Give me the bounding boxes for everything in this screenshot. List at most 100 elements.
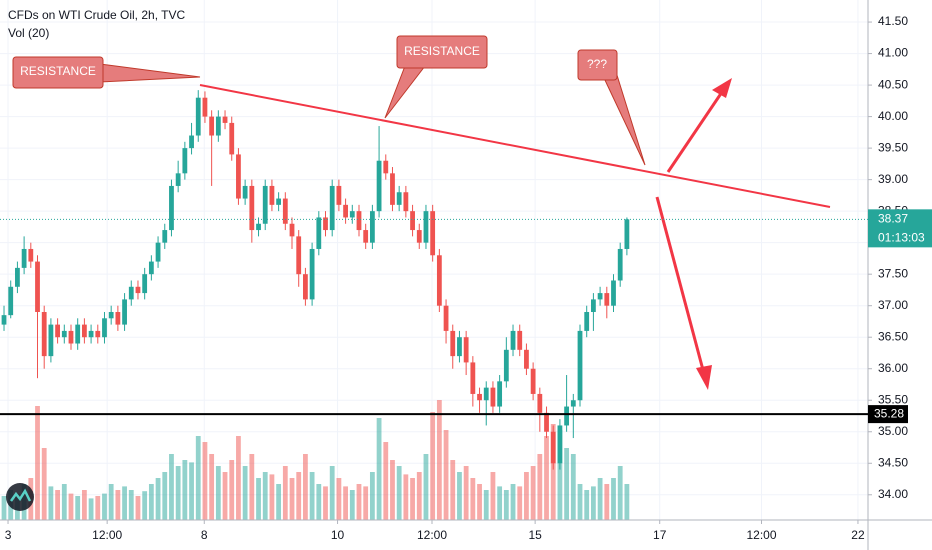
trend-line	[199, 84, 831, 208]
volume-bar	[35, 406, 40, 520]
volume-bar	[383, 442, 389, 520]
candle-body	[570, 400, 576, 407]
volume-bar	[544, 436, 549, 520]
candle-body	[48, 324, 54, 357]
candle-body	[597, 293, 603, 300]
volume-bar	[497, 486, 503, 520]
candle-body	[128, 286, 134, 300]
candle-body	[510, 330, 516, 350]
volume-bar	[169, 454, 174, 520]
annotation: ???	[587, 57, 607, 71]
y-tick-label: 40.00	[878, 109, 908, 123]
volume-bar	[303, 454, 308, 520]
last-price-label: 38.37	[878, 212, 908, 226]
candle-body	[430, 211, 436, 256]
volume-bar	[530, 466, 536, 520]
volume-bar	[229, 460, 235, 520]
candle-body	[343, 204, 348, 218]
volume-bar	[115, 490, 121, 520]
candle-body	[483, 387, 489, 401]
x-tick-label: 12:00	[746, 528, 776, 542]
y-tick-label: 34.50	[878, 455, 908, 469]
candle-body	[28, 248, 34, 262]
candle-body	[624, 219, 630, 249]
volume-bar	[517, 486, 523, 520]
volume-bar	[55, 490, 60, 520]
volume-bar	[289, 478, 295, 520]
callout: RESISTANCE	[12, 56, 201, 89]
volume-bar	[550, 424, 556, 520]
volume-bar	[242, 466, 248, 520]
x-tick-label: 12:00	[417, 528, 447, 542]
volume-bar	[249, 454, 255, 520]
candle-body	[155, 242, 161, 262]
candle-body	[617, 248, 623, 281]
volume-bar	[122, 486, 127, 520]
y-tick-label: 41.00	[878, 46, 908, 60]
volume-bar	[276, 484, 282, 520]
volume-bar	[102, 493, 107, 520]
last-price-tag	[868, 209, 932, 248]
candle-body	[215, 116, 221, 136]
volume-bar	[423, 454, 429, 520]
volume-bar	[309, 472, 315, 520]
candle-body	[122, 299, 127, 325]
candle-body	[457, 337, 462, 357]
volume-legend: Vol (20)	[8, 26, 49, 40]
candle-body	[108, 312, 114, 319]
candle-body	[517, 330, 523, 350]
volume-bar	[236, 436, 241, 520]
candle-body	[256, 223, 261, 231]
candle-body	[410, 211, 415, 231]
volume-bar	[403, 474, 409, 520]
volume-bar	[611, 478, 616, 520]
y-tick-label: 40.50	[878, 77, 908, 91]
candle-body	[390, 173, 395, 205]
volume-bar	[450, 460, 456, 520]
volume-bar	[483, 490, 489, 520]
candle-body	[61, 330, 67, 338]
x-tick-label: 8	[201, 528, 208, 542]
volume-bar	[182, 460, 188, 520]
candle-body	[41, 312, 47, 357]
candle-body	[349, 211, 355, 218]
x-tick-label: 12:00	[92, 528, 122, 542]
candle-body	[229, 122, 235, 155]
volume-bar	[477, 484, 482, 520]
candle-body	[8, 286, 14, 316]
volume-bar	[356, 484, 362, 520]
candle-body	[209, 116, 215, 136]
candle-body	[95, 330, 101, 338]
volume-bar	[148, 484, 154, 520]
candle-body	[169, 185, 174, 231]
annotation: RESISTANCE	[20, 64, 96, 78]
candle-body	[289, 223, 295, 237]
volume-bar	[215, 466, 221, 520]
candle-body	[544, 412, 549, 432]
candle-body	[503, 349, 509, 382]
candle-body	[577, 330, 583, 401]
volume-bar	[95, 496, 101, 520]
volume-bar	[349, 490, 355, 520]
y-tick-label: 35.50	[878, 392, 908, 406]
logo[interactable]	[6, 483, 34, 511]
candle-body	[316, 217, 322, 249]
candle-body	[477, 393, 482, 401]
volume-bar	[390, 460, 395, 520]
chart-title: CFDs on WTI Crude Oil, 2h, TVC	[8, 8, 185, 22]
x-tick-label: 17	[653, 528, 667, 542]
candle-body	[35, 261, 40, 312]
candle-body	[236, 154, 241, 199]
candle-body	[524, 349, 529, 369]
candle-body	[88, 330, 94, 338]
volume-bar	[142, 491, 148, 520]
candle-body	[537, 393, 543, 413]
y-tick-label: 36.50	[878, 329, 908, 343]
candle-body	[443, 305, 449, 331]
callout: RESISTANCE	[384, 35, 488, 119]
volume-bar	[604, 484, 610, 520]
candle-body	[55, 324, 60, 338]
candle-body	[383, 160, 389, 174]
candle-body	[463, 337, 469, 363]
candle-body	[262, 185, 268, 224]
